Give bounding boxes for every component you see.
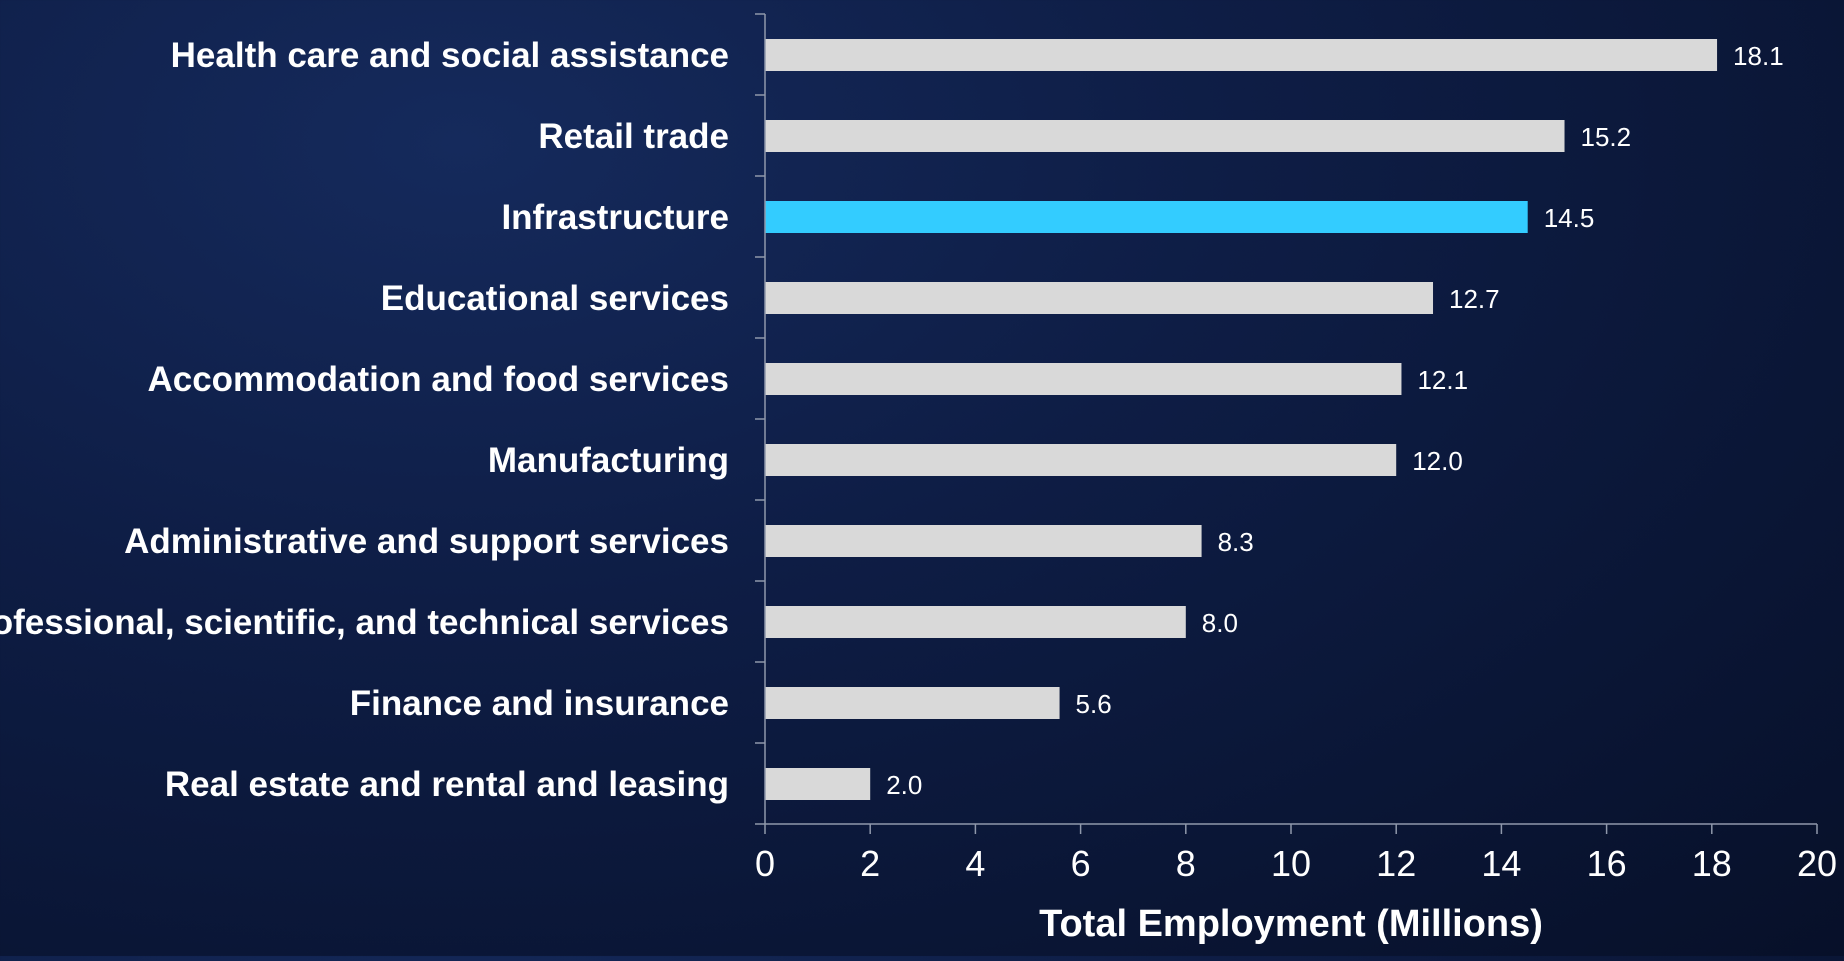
- category-label-professional-scientific-and-technical-services: Professional, scientific, and technical …: [0, 603, 729, 642]
- x-axis-title: Total Employment (Millions): [1039, 903, 1543, 945]
- category-labels: Health care and social assistance Retail …: [0, 36, 729, 804]
- x-tick-label-8: 8: [1176, 843, 1196, 884]
- bars-layer: [765, 39, 1718, 800]
- x-tick-label-14: 14: [1481, 843, 1521, 884]
- category-label-manufacturing: Manufacturing: [488, 441, 729, 480]
- x-tick-label-18: 18: [1692, 843, 1732, 884]
- category-label-infrastructure: Infrastructure: [501, 198, 729, 237]
- bar-professional-scientific-and-technical-services: [765, 606, 1186, 638]
- category-label-accommodation-and-food-services: Accommodation and food services: [147, 360, 729, 399]
- category-label-finance-and-insurance: Finance and insurance: [350, 684, 729, 723]
- x-tick-label-10: 10: [1271, 843, 1311, 884]
- value-label-real-estate-and-rental-and-leasing: 2.0: [886, 770, 922, 800]
- bar-retail-trade: [765, 120, 1565, 152]
- x-tick-label-6: 6: [1071, 843, 1091, 884]
- bar-finance-and-insurance: [765, 687, 1060, 719]
- value-label-administrative-and-support-services: 8.3: [1218, 527, 1254, 557]
- value-label-retail-trade: 15.2: [1581, 122, 1632, 152]
- category-label-health-care-and-social-assistance: Health care and social assistance: [171, 36, 729, 75]
- x-tick-label-12: 12: [1376, 843, 1416, 884]
- bar-real-estate-and-rental-and-leasing: [765, 768, 871, 800]
- value-label-manufacturing: 12.0: [1412, 446, 1463, 476]
- x-tick-label-0: 0: [755, 843, 775, 884]
- value-label-professional-scientific-and-technical-services: 8.0: [1202, 608, 1238, 638]
- value-label-accommodation-and-food-services: 12.1: [1417, 365, 1468, 395]
- value-label-health-care-and-social-assistance: 18.1: [1733, 41, 1784, 71]
- x-tick-label-4: 4: [965, 843, 985, 884]
- value-label-infrastructure: 14.5: [1544, 203, 1595, 233]
- x-tick-label-20: 20: [1797, 843, 1837, 884]
- category-label-retail-trade: Retail trade: [538, 117, 729, 156]
- x-tick-label-2: 2: [860, 843, 880, 884]
- category-label-administrative-and-support-services: Administrative and support services: [124, 522, 729, 561]
- value-label-finance-and-insurance: 5.6: [1076, 689, 1112, 719]
- x-axis: 0 2 4 6 8 10 12 14 16 18 20: [755, 13, 1837, 884]
- value-label-educational-services: 12.7: [1449, 284, 1500, 314]
- bar-administrative-and-support-services: [765, 525, 1202, 557]
- category-label-real-estate-and-rental-and-leasing: Real estate and rental and leasing: [165, 765, 729, 804]
- bar-health-care-and-social-assistance: [765, 39, 1718, 71]
- x-tick-label-16: 16: [1587, 843, 1627, 884]
- bar-educational-services: [765, 282, 1434, 314]
- value-labels: 18.1 15.2 14.5 12.7 12.1 12.0 8.3 8.0 5.6 2.0: [886, 41, 1783, 800]
- bar-accommodation-and-food-services: [765, 363, 1402, 395]
- bar-manufacturing: [765, 444, 1397, 476]
- bar-infrastructure: [765, 201, 1528, 233]
- category-label-educational-services: Educational services: [381, 279, 729, 318]
